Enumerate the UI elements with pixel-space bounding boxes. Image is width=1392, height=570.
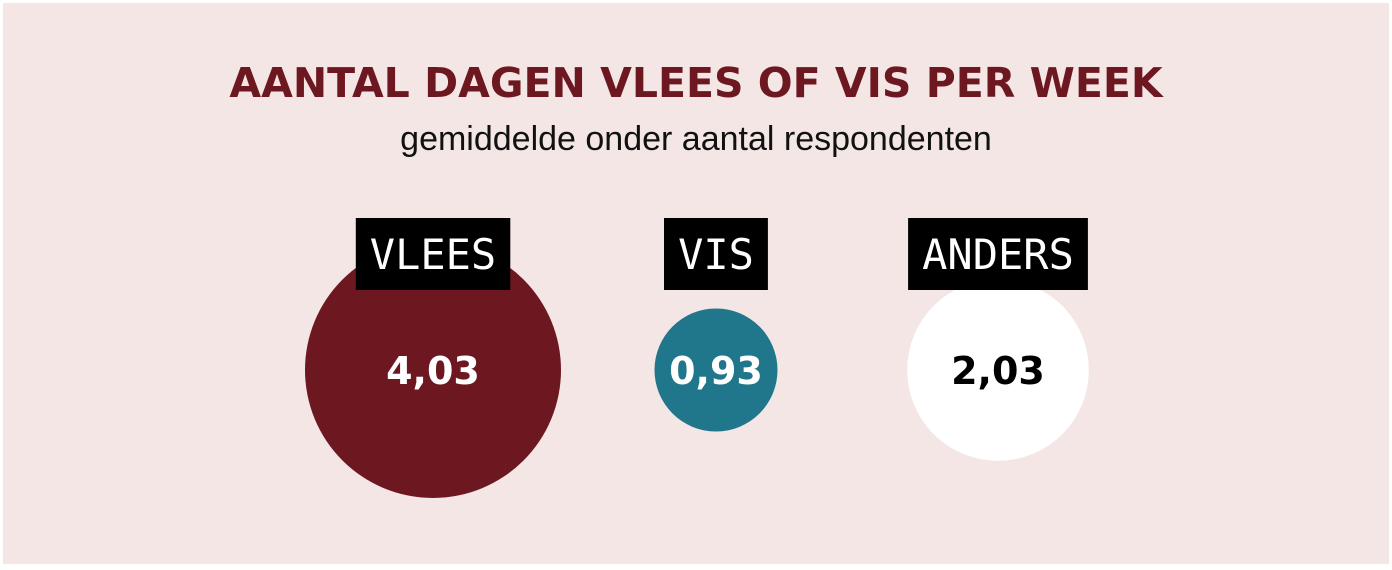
category-label-vlees: VLEES	[370, 230, 496, 279]
value-label-vlees: 4,03	[386, 349, 480, 393]
bubble-vis	[654, 308, 778, 432]
category-label-box-vis	[664, 218, 768, 290]
bubble-group-vlees: VLEES 4,03	[305, 218, 561, 498]
category-label-vis: VIS	[678, 230, 754, 279]
value-label-anders: 2,03	[951, 349, 1045, 393]
category-label-box-anders	[908, 218, 1088, 290]
category-label-anders: ANDERS	[922, 230, 1074, 279]
category-label-box-vlees	[355, 218, 511, 290]
chart-title: AANTAL DAGEN VLEES OF VIS PER WEEK	[229, 59, 1163, 107]
value-label-vis: 0,93	[669, 349, 763, 393]
chart-subtitle: gemiddelde onder aantal respondenten	[400, 120, 992, 158]
bubble-vlees	[305, 242, 561, 498]
bubble-group-vis: VIS 0,93	[654, 218, 778, 432]
bubble-anders	[907, 279, 1089, 461]
bubble-group-anders: ANDERS 2,03	[907, 218, 1089, 461]
